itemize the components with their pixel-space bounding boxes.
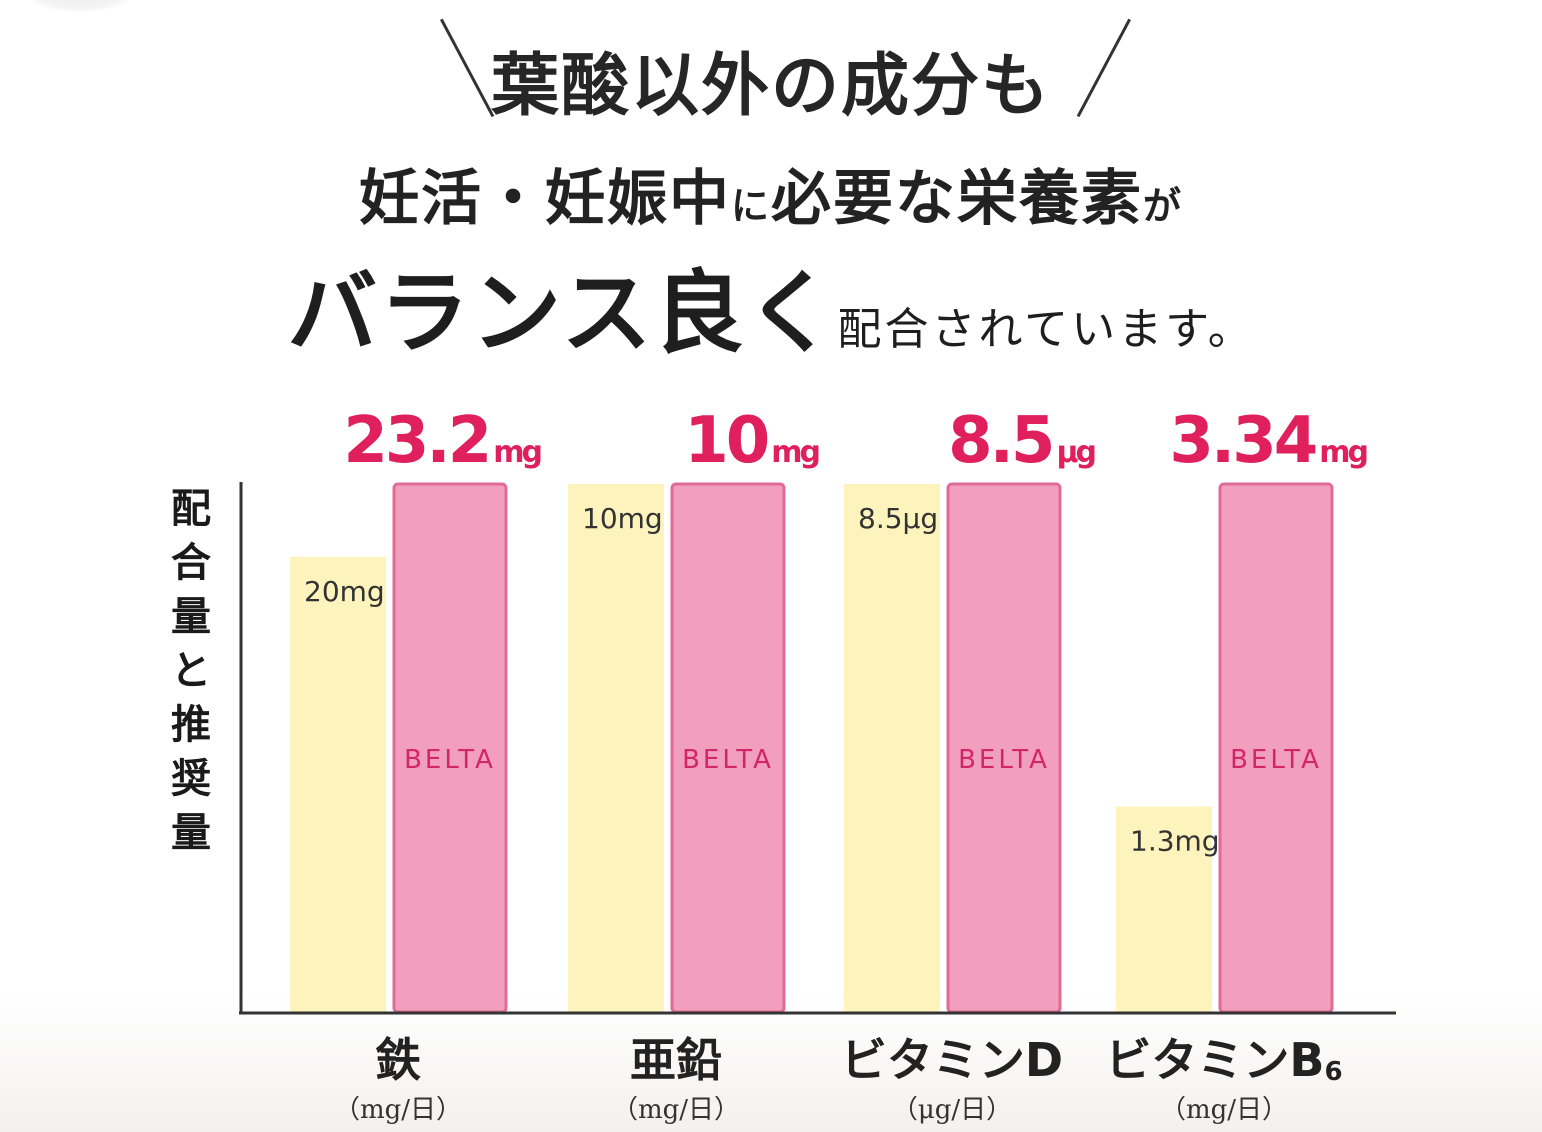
belta-bar-label: BELTA bbox=[404, 745, 496, 775]
y-axis-label-char: 配 bbox=[171, 486, 211, 532]
category-label: ビタミンD bbox=[841, 1033, 1063, 1087]
recommended-value-label: 10mg bbox=[582, 502, 663, 535]
headline-line-2-a: 妊活・妊娠中 bbox=[358, 164, 731, 234]
belta-bar-label: BELTA bbox=[958, 745, 1050, 775]
y-axis-label-char: 量 bbox=[171, 594, 211, 640]
belta-value-number: 10 bbox=[684, 404, 768, 478]
category-name: 亜鉛 bbox=[630, 1033, 722, 1087]
category-label: 鉄 bbox=[375, 1033, 421, 1087]
belta-value-number: 23.2 bbox=[343, 404, 489, 478]
category-name: 鉄 bbox=[375, 1033, 421, 1087]
belta-value-unit: mg bbox=[493, 435, 540, 470]
belta-value-label: 10 mg bbox=[684, 404, 818, 478]
belta-value-label: 3.34 mg bbox=[1169, 404, 1366, 478]
belta-value-unit: mg bbox=[771, 435, 818, 470]
belta-value-number: 8.5 bbox=[948, 404, 1052, 478]
recommended-bar bbox=[1116, 806, 1212, 1012]
belta-bar-label: BELTA bbox=[1230, 745, 1322, 775]
belta-value-unit: mg bbox=[1319, 435, 1366, 470]
category-unit: （μg/日） bbox=[892, 1095, 1012, 1125]
category-label: ビタミンB6 bbox=[1105, 1033, 1342, 1087]
y-axis-label-char: 合 bbox=[171, 540, 211, 586]
y-axis-label-char: 奨 bbox=[171, 756, 211, 802]
headline-line-2: 妊活・妊娠中に必要な栄養素が bbox=[0, 150, 1542, 237]
y-axis-label: 配合量と推奨量 bbox=[166, 482, 216, 860]
headline-line-3-emphasis: バランス良く bbox=[287, 261, 838, 366]
headline-line-2-c: 必要な栄養素 bbox=[771, 164, 1143, 234]
belta-value-unit: μg bbox=[1056, 435, 1094, 470]
category-subscript: 6 bbox=[1324, 1057, 1342, 1087]
background-fade bbox=[0, 992, 1542, 1132]
belta-bar-label: BELTA bbox=[682, 745, 774, 775]
recommended-value-label: 20mg bbox=[304, 575, 385, 608]
category-label: 亜鉛 bbox=[630, 1033, 722, 1087]
headline-line-3-rest: 配合されています。 bbox=[837, 304, 1255, 355]
belta-value-label: 8.5 μg bbox=[948, 404, 1094, 478]
headline-line-3: バランス良く配合されています。 bbox=[0, 240, 1542, 370]
y-axis-label-char: 量 bbox=[171, 810, 211, 856]
category-name: ビタミンB bbox=[1105, 1033, 1324, 1087]
recommended-bar bbox=[844, 484, 940, 1012]
y-axis-label-char: と bbox=[171, 648, 211, 694]
headline-line-1: 葉酸以外の成分も bbox=[0, 18, 1542, 126]
y-axis-label-char: 推 bbox=[171, 702, 211, 748]
belta-value-number: 3.34 bbox=[1169, 404, 1315, 478]
recommended-value-label: 8.5μg bbox=[858, 502, 938, 535]
headline-line-2-b: に bbox=[730, 184, 771, 228]
belta-value-label: 23.2 mg bbox=[343, 404, 540, 478]
recommended-value-label: 1.3mg bbox=[1130, 824, 1220, 857]
headline-line-1-text: 葉酸以外の成分も bbox=[490, 47, 1051, 126]
category-unit: （mg/日） bbox=[612, 1095, 740, 1125]
category-unit: （mg/日） bbox=[334, 1095, 462, 1125]
category-name: ビタミンD bbox=[841, 1033, 1063, 1087]
recommended-bar bbox=[290, 556, 386, 1012]
recommended-bar bbox=[568, 484, 664, 1012]
category-unit: （mg/日） bbox=[1160, 1095, 1288, 1125]
headline-line-2-d: が bbox=[1143, 184, 1184, 228]
